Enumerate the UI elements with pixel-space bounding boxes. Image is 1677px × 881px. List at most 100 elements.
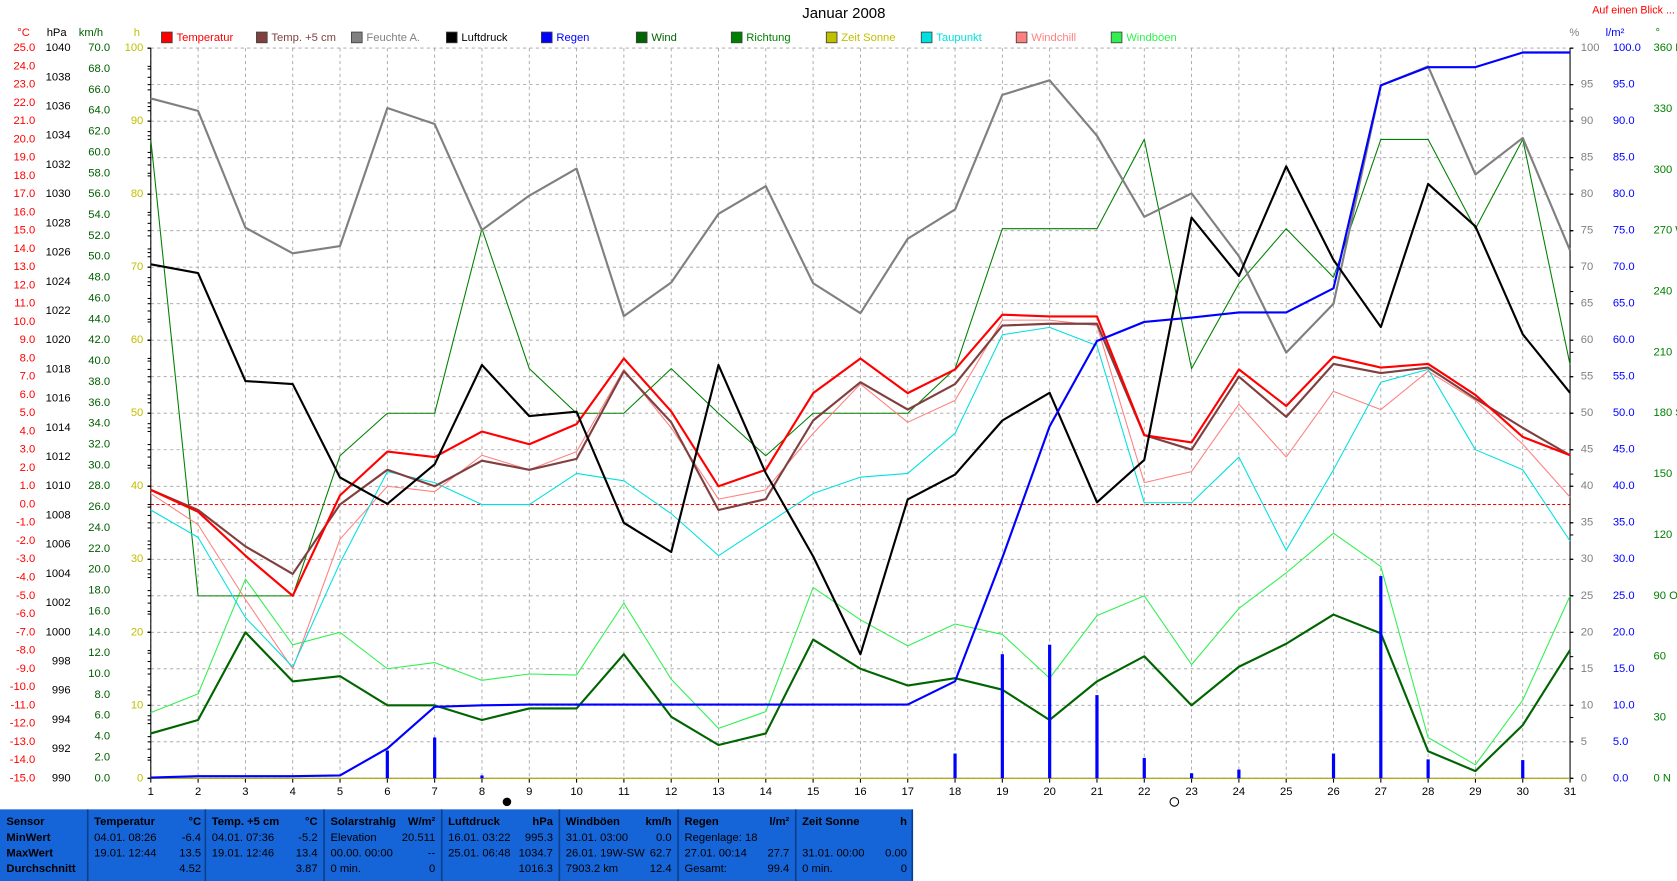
- x-tick-label: 2: [195, 786, 201, 798]
- series-line: [150, 326, 1571, 668]
- y-tick-label: 25.0: [1613, 590, 1635, 602]
- stats-label: MinWert: [6, 832, 50, 844]
- legend-swatch: [920, 31, 933, 44]
- legend-label: Wind: [651, 32, 677, 44]
- y-tick-label: 60.0: [1613, 334, 1635, 346]
- series-line: [150, 65, 1572, 354]
- stats-cell: 0 min.: [330, 863, 361, 875]
- axis-unit: %: [1569, 27, 1579, 39]
- plot-area: [150, 51, 1572, 779]
- series-line: [150, 322, 1571, 576]
- y-tick-label: 10.0: [13, 316, 35, 328]
- y-tick-label: 330: [1653, 103, 1672, 115]
- x-tick-label: 31: [1564, 786, 1576, 798]
- series-line: [150, 51, 1571, 779]
- legend-swatch: [351, 31, 363, 44]
- y-tick-label: 19.0: [13, 152, 35, 164]
- stats-cell: 25.01. 06:48: [448, 848, 510, 860]
- y-tick-label: 66.0: [88, 84, 110, 96]
- y-tick-label: 1004: [46, 568, 71, 580]
- y-tick-label: 30.0: [88, 459, 110, 471]
- y-tick-label: 22.0: [13, 97, 35, 109]
- series-line: [150, 613, 1571, 773]
- x-tick-label: 7: [432, 786, 438, 798]
- y-tick-label: 1024: [46, 276, 71, 288]
- y-tick-label: 24.0: [13, 60, 35, 72]
- stats-cell: 31.01. 00:00: [802, 848, 864, 860]
- y-tick-label: 120: [1653, 529, 1672, 541]
- y-tick-label: 80: [1581, 188, 1593, 200]
- legend-label: Richtung: [746, 32, 790, 44]
- legend-label: Windchill: [1031, 32, 1076, 44]
- x-tick-label: 28: [1422, 786, 1434, 798]
- y-tick-label: 50: [1581, 407, 1593, 419]
- stats-unit: °C: [305, 816, 318, 828]
- y-tick-label: 300: [1653, 164, 1672, 176]
- annotation: Auf einen Blick ...: [1592, 5, 1675, 17]
- y-tick-label: 0: [1581, 772, 1587, 784]
- x-tick-label: 18: [949, 786, 961, 798]
- y-tick-label: 15.0: [13, 225, 35, 237]
- stats-cell: 00.00. 00:00: [330, 848, 392, 860]
- x-tick-label: 13: [712, 786, 724, 798]
- y-tick-label: 998: [52, 655, 71, 667]
- y-tick-label: 40.0: [88, 355, 110, 367]
- legend-label: Temp. +5 cm: [271, 32, 336, 44]
- legend-swatch: [1110, 31, 1123, 44]
- y-tick-label: 13.0: [13, 261, 35, 273]
- y-tick-label: 40: [131, 480, 143, 492]
- stats-table: Sensor MinWert MaxWert Durchschnitt Temperat…: [0, 809, 914, 881]
- stats-header: Luftdruck: [448, 816, 500, 828]
- y-tick-label: 70.0: [1613, 261, 1635, 273]
- y-tick-label: 45.0: [1613, 444, 1635, 456]
- y-tick-label: 20.0: [13, 133, 35, 145]
- stats-label: Durchschnitt: [6, 863, 75, 875]
- y-tick-label: 90: [131, 115, 143, 127]
- stats-value: 0.0: [656, 832, 672, 844]
- y-tick-label: 9.0: [20, 334, 36, 346]
- y-tick-label: 40: [1581, 480, 1593, 492]
- y-tick-label: 28.0: [88, 480, 110, 492]
- y-tick-label: 30: [131, 553, 143, 565]
- legend-label: Temperatur: [176, 32, 233, 44]
- y-tick-label: 90: [1581, 115, 1593, 127]
- y-tick-label: 68.0: [88, 63, 110, 75]
- y-tick-label: 20: [131, 626, 143, 638]
- legend-swatch: [730, 31, 743, 44]
- stats-header: Temp. +5 cm: [212, 816, 279, 828]
- y-tick-label: 20.0: [1613, 626, 1635, 638]
- y-tick-label: 18.0: [88, 585, 110, 597]
- y-tick-label: -7.0: [16, 626, 35, 638]
- y-tick-label: 180 S: [1653, 407, 1677, 419]
- stats-value: --: [428, 848, 436, 860]
- stats-value: 13.5: [179, 848, 201, 860]
- y-tick-label: 14.0: [13, 243, 35, 255]
- y-tick-label: 64.0: [88, 105, 110, 117]
- y-tick-label: 48.0: [88, 272, 110, 284]
- y-tick-label: 150: [1653, 468, 1672, 480]
- stats-value: 995.3: [525, 832, 553, 844]
- series-line: [150, 313, 1571, 597]
- x-tick-label: 24: [1233, 786, 1245, 798]
- y-tick-label: 42.0: [88, 334, 110, 346]
- y-tick-label: 36.0: [88, 397, 110, 409]
- x-tick-label: 8: [479, 786, 485, 798]
- y-tick-label: 34.0: [88, 418, 110, 430]
- y-tick-label: 1022: [46, 305, 71, 317]
- rain-bar: [1237, 769, 1241, 779]
- y-tick-label: 44.0: [88, 313, 110, 325]
- x-tick-label: 15: [807, 786, 819, 798]
- y-tick-label: -5.0: [16, 590, 35, 602]
- rain-bar: [433, 737, 437, 779]
- chart-title: Januar 2008: [802, 5, 885, 22]
- y-tick-label: 35: [1581, 517, 1593, 529]
- axis-unit: km/h: [79, 27, 103, 39]
- x-tick-label: 30: [1516, 786, 1528, 798]
- x-tick-label: 27: [1375, 786, 1387, 798]
- stats-cell: 19.01. 12:46: [212, 848, 274, 860]
- rain-bar: [480, 775, 484, 779]
- y-tick-label: 1036: [46, 101, 71, 113]
- y-tick-label: 90 O: [1653, 590, 1677, 602]
- y-tick-label: 58.0: [88, 167, 110, 179]
- y-tick-label: 0: [137, 772, 143, 784]
